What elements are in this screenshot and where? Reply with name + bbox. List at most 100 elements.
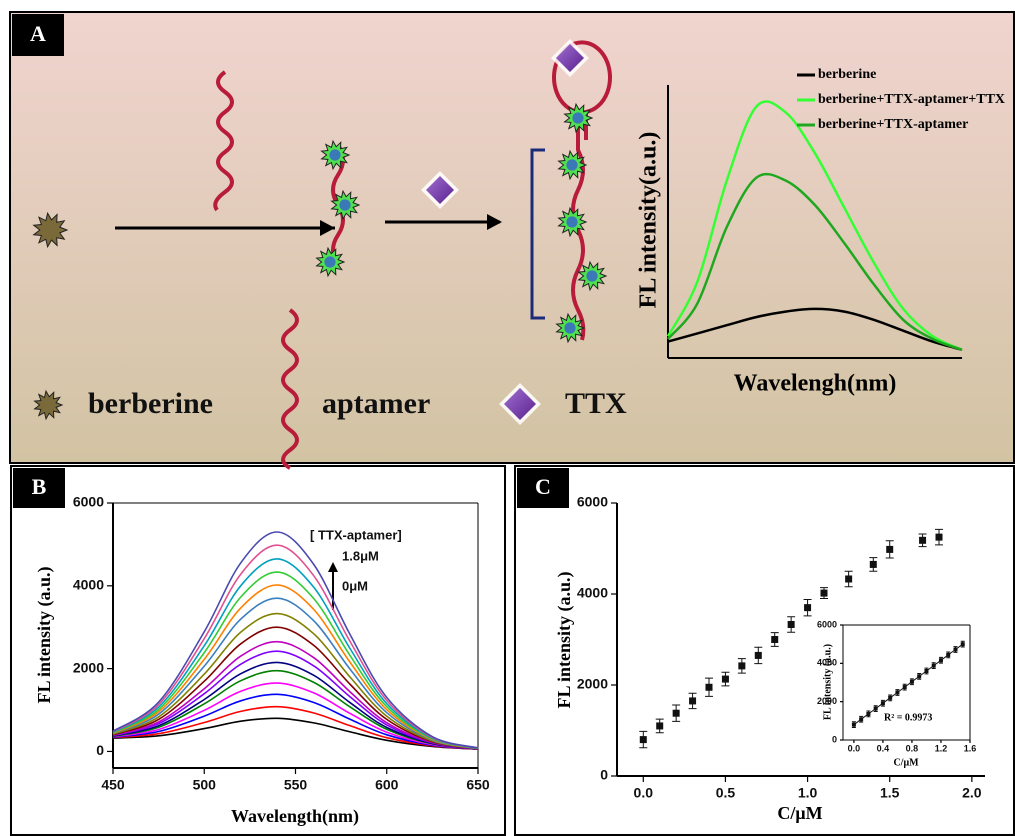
bracket — [530, 148, 545, 320]
x-tick-label: 0.4 — [877, 743, 890, 753]
scheme — [32, 39, 612, 470]
data-point — [672, 709, 680, 717]
x-tick-label: 0.8 — [906, 743, 919, 753]
berberine-core — [566, 216, 578, 228]
legend-label: aptamer — [322, 387, 430, 420]
x-axis-title: Wavelengh(nm) — [734, 371, 897, 397]
legend-label: berberine+TTX-aptamer — [818, 117, 968, 132]
data-point — [787, 620, 795, 628]
y-tick-label: 2000 — [577, 676, 608, 692]
series-line — [112, 669, 479, 750]
panel-label: C — [535, 474, 551, 499]
data-point — [705, 683, 713, 691]
x-tick-label: 600 — [375, 777, 399, 793]
y-tick-label: 2000 — [73, 659, 104, 675]
data-point — [656, 722, 664, 730]
data-point — [851, 722, 856, 727]
data-point — [738, 662, 746, 670]
panel-a-frame — [9, 11, 1015, 464]
data-point — [895, 690, 900, 695]
data-point — [917, 674, 922, 679]
legend-label: TTX — [565, 387, 627, 420]
legend-label: berberine+TTX-aptamer+TTX — [818, 92, 1005, 107]
data-point — [804, 604, 812, 612]
series-line — [112, 640, 479, 750]
x-tick-label: 0.5 — [716, 785, 736, 801]
series-line — [112, 661, 479, 750]
series-line — [112, 626, 479, 750]
data-point — [902, 685, 907, 690]
data-point — [946, 652, 951, 657]
data-point — [639, 736, 647, 744]
berberine-core — [339, 199, 351, 211]
panel-label-box — [12, 14, 64, 56]
data-point — [931, 663, 936, 668]
y-tick-label: 0 — [832, 734, 837, 744]
x-tick-label: 1.0 — [798, 785, 818, 801]
data-point — [689, 697, 697, 705]
data-point — [820, 589, 828, 597]
series-line — [667, 172, 963, 351]
panel-label: A — [30, 21, 46, 46]
series-line — [112, 717, 479, 750]
panel-c-frame — [514, 465, 1015, 836]
y-tick-label: 6000 — [73, 494, 104, 510]
annotation: R² = 0.9973 — [884, 712, 932, 723]
data-point — [880, 701, 885, 706]
series-line — [112, 531, 479, 749]
x-axis-title: Wavelength(nm) — [231, 806, 359, 827]
x-tick-label: 500 — [193, 777, 217, 793]
hairpin-aptamer — [552, 40, 612, 341]
data-point — [869, 560, 877, 568]
series-line — [112, 612, 479, 750]
ttx-icon — [504, 388, 536, 420]
x-tick-label: 550 — [284, 777, 308, 793]
x-tick-label: 2.0 — [962, 785, 982, 801]
x-axis-title: C/μM — [893, 757, 919, 768]
berberine-icon — [32, 211, 69, 249]
series-line — [112, 705, 479, 750]
aptamer-legend — [281, 308, 299, 470]
x-tick-label: 450 — [101, 777, 125, 793]
series-line — [112, 544, 479, 749]
panel-label-box — [517, 468, 569, 508]
y-tick-label: 2000 — [817, 696, 837, 706]
data-point — [754, 651, 762, 659]
series-line — [667, 307, 963, 352]
data-point — [960, 642, 965, 647]
aptamer — [213, 70, 234, 212]
data-point — [886, 545, 894, 553]
x-tick-label: 650 — [466, 777, 490, 793]
y-tick-label: 4000 — [577, 585, 608, 601]
annotation-arrow-head — [328, 562, 338, 572]
data-point — [935, 533, 943, 541]
legend-label: berberine — [88, 387, 213, 420]
berberine-icon — [33, 389, 64, 421]
x-tick-label: 1.5 — [880, 785, 900, 801]
series-line — [112, 682, 479, 750]
data-point — [953, 647, 958, 652]
fit-line — [853, 643, 963, 726]
data-point — [845, 575, 853, 583]
ttx-icon — [426, 176, 454, 204]
data-point — [919, 536, 927, 544]
panel-b-frame — [10, 465, 506, 836]
arrow-head — [320, 220, 335, 236]
y-axis-title: FL intensity (a.u.) — [34, 566, 55, 703]
data-point — [873, 706, 878, 711]
y-axis-title: FL intensity (a.u.) — [554, 571, 575, 708]
berberine-core — [329, 149, 341, 161]
y-tick-label: 4000 — [817, 658, 837, 668]
y-tick-label: 6000 — [817, 619, 837, 629]
data-point — [938, 658, 943, 663]
berberine-core — [564, 322, 576, 334]
series-line — [112, 571, 479, 749]
legend-label: berberine — [818, 67, 876, 82]
data-point — [721, 675, 729, 683]
berberine-core — [566, 159, 578, 171]
y-tick-label: 4000 — [73, 577, 104, 593]
series-line — [666, 100, 963, 351]
arrow-head — [487, 214, 502, 230]
annotation: 0μM — [342, 578, 368, 593]
